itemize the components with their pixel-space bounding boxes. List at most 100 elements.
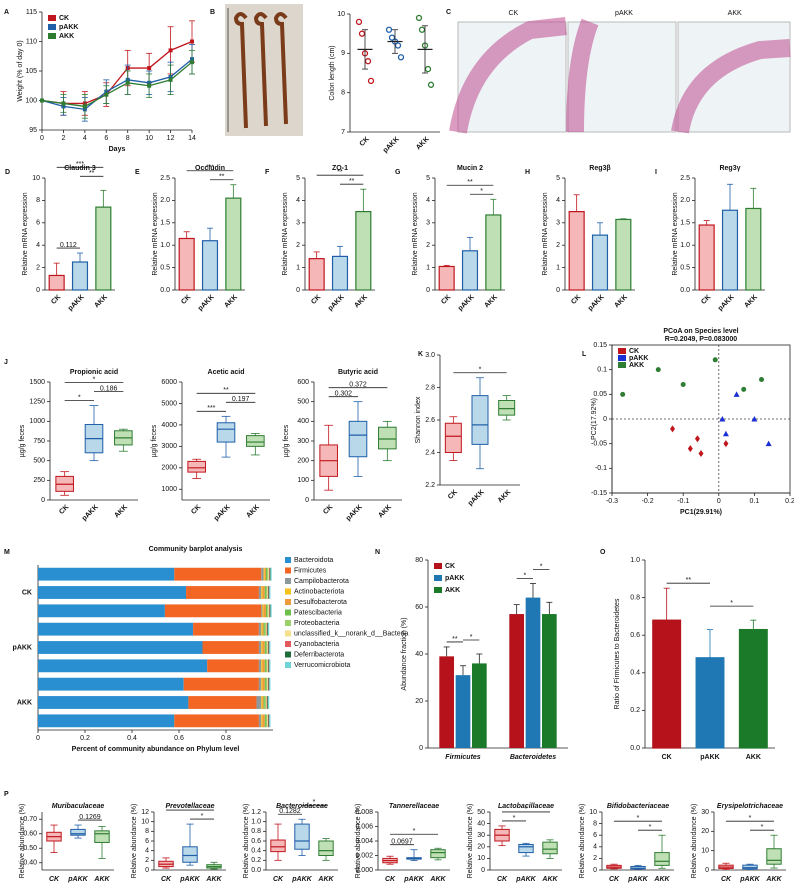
y-tick-label: 4	[36, 242, 40, 249]
y-tick-label: 4	[145, 848, 149, 855]
x-tick-label: 0	[40, 135, 44, 142]
bar	[485, 214, 502, 291]
box	[187, 460, 206, 473]
y-tick-label: 0.5	[680, 264, 690, 271]
y-tick-label: 0	[481, 867, 485, 874]
significance-label: **	[337, 169, 343, 176]
y-axis-label: PC2(17.92%)	[591, 398, 598, 440]
panel-label: D	[5, 169, 10, 176]
y-tick-label: 500	[297, 399, 309, 406]
y-tick-label: 0.2	[630, 707, 640, 714]
x-axis-label: Days	[109, 146, 126, 153]
y-tick-label: 60	[415, 604, 423, 611]
box	[378, 426, 397, 450]
bar	[525, 597, 541, 748]
bar-segment	[262, 622, 264, 636]
legend-label: Cyanobacteria	[294, 641, 339, 648]
y-tick-label: 0	[426, 287, 430, 294]
bar	[455, 675, 471, 748]
y-tick-label: 600	[297, 379, 309, 386]
significance-label: *	[78, 394, 81, 401]
y-axis-label: µg/g feces	[19, 424, 26, 457]
legend-swatch	[618, 362, 626, 368]
y-tick-label: 105	[25, 68, 37, 75]
y-tick-label: 1	[426, 264, 430, 271]
bar	[471, 663, 487, 748]
y-tick-label: 1000	[29, 418, 45, 425]
x-axis-label: PC1(29.91%)	[680, 509, 722, 516]
y-tick-label: 2.2	[425, 482, 435, 489]
x-tick-label: 0	[36, 735, 40, 742]
y-tick-label: 1.5	[160, 220, 170, 227]
legend-label: AKK	[445, 587, 460, 594]
y-axis-label: Relative mRNA expression	[22, 192, 29, 275]
bar-segment	[267, 677, 268, 691]
panel-label: I	[655, 169, 657, 176]
y-tick-label: 2	[426, 242, 430, 249]
y-tick-label: 2.6	[425, 417, 435, 424]
bar-segment	[268, 641, 270, 654]
bar-segment	[267, 659, 269, 673]
x-tick-label: pAKK	[403, 876, 424, 883]
y-tick-label: 0.15	[593, 342, 607, 349]
y-tick-label: 0.6	[630, 632, 640, 639]
bar	[95, 206, 112, 291]
y-tick-label: 2	[145, 857, 149, 864]
y-tick-label: 50	[477, 809, 485, 816]
significance-label: *	[749, 815, 752, 822]
bar	[308, 258, 325, 291]
y-axis-label: Relative abundance (%)	[467, 804, 474, 879]
y-tick-label: 40	[477, 820, 485, 827]
bar-segment	[267, 604, 269, 618]
box	[182, 846, 198, 863]
x-tick-label: CK	[49, 876, 60, 883]
y-tick-label: 1000	[161, 486, 177, 493]
y-tick-label: 0	[419, 745, 423, 752]
y-tick-label: 10	[337, 11, 345, 18]
chart-title: Propionic acid	[70, 369, 118, 376]
point	[670, 425, 676, 433]
panel-label: N	[375, 549, 380, 556]
x-tick-label: pAKK	[515, 876, 536, 883]
y-tick-label: 0.1	[597, 367, 607, 374]
y-tick-label: 6	[145, 838, 149, 845]
legend-swatch	[618, 355, 626, 361]
y-tick-label: 1.5	[680, 220, 690, 227]
chart-title: Community barplot analysis	[149, 546, 243, 553]
y-tick-label: 1.0	[251, 819, 261, 826]
panel-label: H	[525, 169, 530, 176]
y-tick-label: 0	[593, 867, 597, 874]
y-tick-label: 0.006	[355, 823, 373, 830]
legend-label: CK	[629, 348, 639, 355]
legend-swatch	[434, 575, 442, 581]
y-tick-label: 3000	[161, 443, 177, 450]
legend-label: AKK	[59, 33, 74, 40]
y-axis-label: Shannon index	[415, 396, 422, 443]
y-tick-label: 10	[477, 855, 485, 862]
bar-segment	[268, 677, 270, 691]
y-tick-label: 20	[701, 828, 709, 835]
bar-segment	[265, 586, 268, 599]
legend-label: Patescibacteria	[294, 609, 342, 616]
y-tick-label: 0.40	[23, 860, 37, 867]
significance-label: *	[479, 367, 482, 374]
y-tick-label: 100	[25, 97, 37, 104]
y-tick-label: 2	[556, 242, 560, 249]
y-tick-label: 4	[296, 197, 300, 204]
bar-segment	[265, 622, 267, 636]
bar-segment	[269, 604, 271, 618]
bar-segment	[264, 659, 266, 673]
chart-title: Bifidobacteriaceae	[607, 803, 669, 810]
y-axis-label: Relative abundance (%)	[131, 804, 138, 879]
y-tick-label: 250	[33, 477, 45, 484]
significance-label: *	[470, 634, 473, 641]
y-tick-label: 2	[296, 242, 300, 249]
significance-label: *	[637, 815, 640, 822]
y-tick-label: 80	[415, 557, 423, 564]
bar	[355, 211, 372, 291]
y-tick-label: 100	[297, 477, 309, 484]
bar	[541, 614, 557, 748]
chart-title: Claudin 3	[64, 165, 96, 172]
bar-segment	[264, 641, 266, 654]
significance-label: 0.1269	[79, 814, 101, 821]
